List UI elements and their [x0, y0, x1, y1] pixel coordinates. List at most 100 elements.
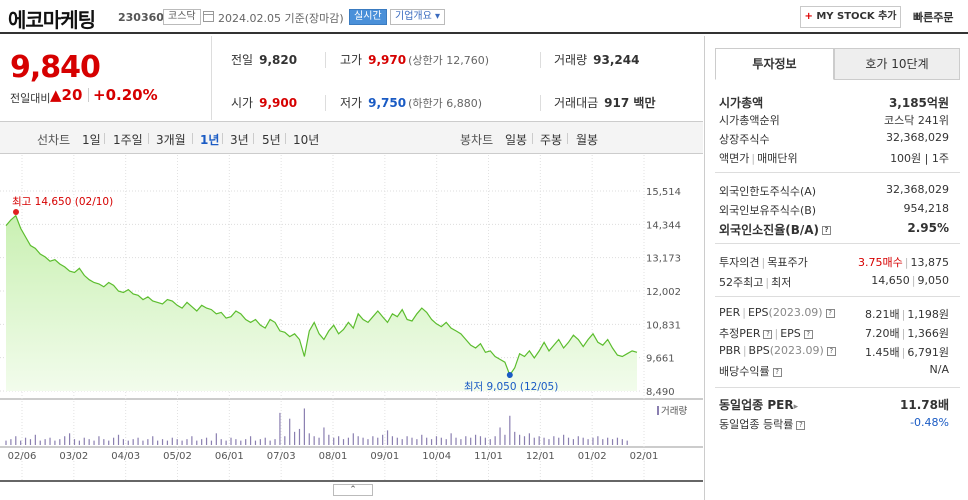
volume-bar [29, 439, 32, 445]
volume-bar [49, 437, 51, 445]
volume-bar [528, 433, 530, 445]
tab-3month[interactable]: 3개월 [156, 133, 186, 147]
volume-legend-swatch [657, 406, 659, 415]
x-tick-label: 05/02 [163, 451, 192, 462]
company-info-dropdown[interactable]: 기업개요 ▾ [390, 9, 445, 25]
tab-monthly[interactable]: 월봉 [576, 133, 599, 147]
volume-bar [484, 437, 486, 445]
current-price: 9,840 [10, 50, 101, 85]
tab-10year[interactable]: 10년 [293, 133, 320, 147]
volume-bar [313, 436, 315, 445]
price-line [5, 214, 638, 377]
volume-bar [137, 437, 139, 445]
volume-bar [142, 440, 144, 445]
volume-bar [504, 434, 506, 445]
high-marker [13, 209, 19, 215]
tab-1day[interactable]: 1일 [82, 133, 101, 147]
volume-bar [572, 439, 575, 445]
volume-bar [411, 437, 413, 445]
tab-3year[interactable]: 3년 [230, 133, 249, 147]
stock-name: 에코마케팅 [8, 8, 96, 32]
tab-order-book[interactable]: 호가 10단계 [834, 48, 960, 80]
volume-bar [626, 440, 628, 445]
price-chart: 15,514 14,344 13,173 12,002 10,831 9,661 8,490… [0, 155, 703, 500]
stat-high: 고가 9,970 (상한가 12,760) [340, 53, 489, 67]
tab-daily[interactable]: 일봉 [505, 133, 528, 147]
price-summary: 9,840 전일대비 ▲20 +0.20% [0, 36, 212, 120]
tab-1week[interactable]: 1주일 [113, 133, 143, 147]
help-icon[interactable]: ? [826, 346, 836, 356]
divider [325, 95, 326, 111]
chart-period-tabs: 선차트 1일 1주일 3개월 1년 3년 5년 10년 봉차트 일봉 주봉 월봉 [0, 121, 703, 154]
volume-bar [445, 439, 447, 445]
volume-bar [333, 437, 335, 445]
y-tick-label: 10,831 [646, 320, 681, 331]
help-icon[interactable]: ? [763, 329, 773, 339]
volume-bar [426, 437, 428, 445]
quick-order-link[interactable]: 빠른주문 [913, 11, 954, 24]
volume-bar [59, 439, 61, 445]
volume-bar [191, 436, 193, 445]
volume-bar [514, 431, 516, 445]
divider [715, 243, 960, 244]
stat-low: 저가 9,750 (하한가 6,880) [340, 96, 482, 110]
volume-bar [88, 439, 90, 445]
x-tick-label: 03/02 [59, 451, 88, 462]
x-tick-label: 06/01 [215, 451, 244, 462]
divider [104, 133, 105, 144]
volume-bar [83, 437, 85, 445]
volume-bar [421, 434, 423, 445]
volume-bar [201, 439, 203, 445]
y-tick-label: 8,490 [646, 387, 675, 398]
divider [192, 133, 193, 144]
volume-bar [362, 437, 364, 445]
volume-bar [20, 440, 22, 445]
line-chart-label: 선차트 [37, 133, 71, 147]
x-tick-label: 07/03 [267, 451, 296, 462]
volume-bar [470, 437, 472, 445]
tab-5year[interactable]: 5년 [262, 133, 281, 147]
volume-bar [533, 437, 535, 445]
divider [253, 133, 254, 144]
volume-bar [377, 437, 379, 445]
volume-bar [308, 433, 310, 445]
volume-bar [289, 418, 291, 445]
volume-bar [220, 439, 222, 445]
tab-1year[interactable]: 1년 [200, 133, 220, 147]
volume-bar [523, 436, 526, 445]
tab-investment-info[interactable]: 투자정보 [715, 48, 834, 80]
volume-bar [450, 433, 452, 445]
help-icon[interactable]: ? [796, 420, 806, 430]
volume-bar [176, 439, 178, 445]
help-icon[interactable]: ? [822, 226, 832, 235]
divider [88, 88, 89, 102]
volume-bar [553, 436, 555, 445]
stat-prev: 전일 9,820 [231, 53, 298, 67]
help-icon[interactable]: ? [825, 308, 835, 318]
volume-bar [479, 436, 482, 445]
volume-bar [5, 440, 7, 445]
volume-bar [460, 439, 462, 445]
volume-bar [181, 440, 183, 445]
volume-bar [582, 437, 584, 445]
realtime-button[interactable]: 실시간 [349, 9, 387, 25]
volume-bar [499, 427, 501, 445]
help-icon[interactable]: ? [803, 329, 813, 339]
add-mystock-button[interactable]: + MY STOCK 추가 [800, 6, 901, 28]
volume-bar [196, 440, 198, 445]
collapse-chart-button[interactable]: ⌃ [333, 484, 373, 496]
volume-bar [567, 437, 570, 445]
volume-bar [592, 437, 594, 445]
volume-bar [254, 440, 257, 445]
y-tick-label: 13,173 [646, 254, 681, 265]
volume-bar [284, 436, 286, 445]
tab-weekly[interactable]: 주봉 [540, 133, 563, 147]
volume-bar [103, 439, 105, 445]
volume-bar [396, 437, 398, 445]
volume-bar [166, 440, 169, 445]
volume-bar [24, 437, 27, 445]
help-icon[interactable]: ? [772, 367, 782, 377]
volume-bar [259, 439, 261, 445]
volume-bar [98, 436, 100, 445]
volume-bar [274, 439, 276, 445]
